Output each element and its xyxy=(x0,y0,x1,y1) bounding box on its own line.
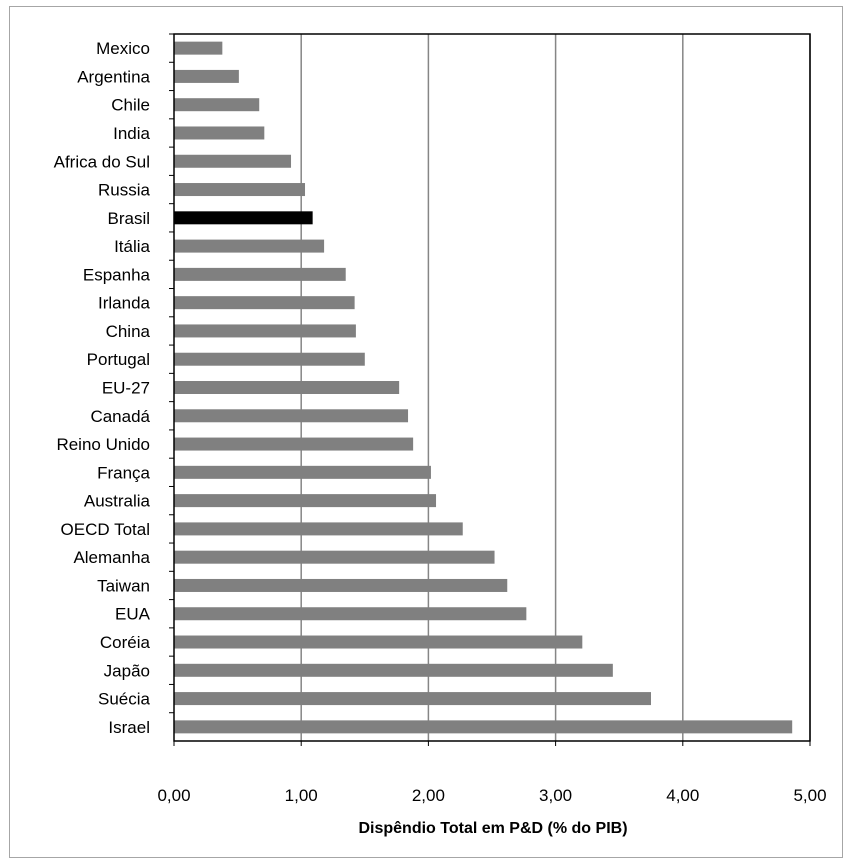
bar xyxy=(174,465,431,479)
x-tick-label: 4,00 xyxy=(666,786,699,805)
x-tick-label: 5,00 xyxy=(793,786,826,805)
bar xyxy=(174,607,527,621)
bar xyxy=(174,578,508,592)
category-label: Suécia xyxy=(98,690,151,709)
category-label: EUA xyxy=(115,605,151,624)
category-label: Portugal xyxy=(87,350,150,369)
bar xyxy=(174,409,409,423)
bar xyxy=(174,296,355,310)
bars xyxy=(174,41,793,734)
x-tick-label: 3,00 xyxy=(539,786,572,805)
bar xyxy=(174,494,437,508)
bar xyxy=(174,720,793,734)
category-label: Irlanda xyxy=(98,294,151,313)
bar xyxy=(174,663,613,677)
category-label: India xyxy=(113,124,150,143)
category-label: Coréia xyxy=(100,633,151,652)
category-label: Argentina xyxy=(77,67,150,86)
bar xyxy=(174,183,306,197)
category-label: Reino Unido xyxy=(56,435,150,454)
category-labels: Mexico Argentina Chile India Africa do Sul Ru… xyxy=(54,39,151,737)
bar xyxy=(174,41,223,55)
category-label: OECD Total xyxy=(61,520,150,539)
category-label: Russia xyxy=(98,181,151,200)
bar xyxy=(174,154,292,168)
category-label: Canadá xyxy=(90,407,150,426)
bar xyxy=(174,692,651,706)
category-label: Espanha xyxy=(83,265,151,284)
category-label: Alemanha xyxy=(73,548,150,567)
category-label: Itália xyxy=(114,237,150,256)
x-tick-label: 0,00 xyxy=(157,786,190,805)
category-label: Taiwan xyxy=(97,576,150,595)
category-label: Brasil xyxy=(107,209,150,228)
category-label: Japão xyxy=(104,661,150,680)
bar-highlight xyxy=(174,211,313,225)
bar xyxy=(174,550,495,564)
category-label: Chile xyxy=(111,96,150,115)
x-tick-label: 2,00 xyxy=(412,786,445,805)
plot-border xyxy=(173,33,811,742)
category-label: Africa do Sul xyxy=(54,152,150,171)
category-label: Mexico xyxy=(96,39,150,58)
x-tick-labels: 0,00 1,00 2,00 3,00 4,00 5,00 xyxy=(157,786,826,805)
bar xyxy=(174,267,346,281)
axes xyxy=(169,33,811,746)
bar xyxy=(174,381,400,394)
category-label: Israel xyxy=(108,718,150,737)
category-label: Australia xyxy=(84,492,151,511)
bar xyxy=(174,522,463,536)
bar xyxy=(174,635,583,649)
bar xyxy=(174,98,260,112)
bar xyxy=(174,126,265,140)
category-label: EU-27 xyxy=(102,379,150,398)
category-label: China xyxy=(106,322,151,341)
x-tick-label: 1,00 xyxy=(285,786,318,805)
bar xyxy=(174,437,414,451)
x-axis-title: Dispêndio Total em P&D (% do PIB) xyxy=(358,820,627,837)
category-label: França xyxy=(97,463,150,482)
bar xyxy=(174,69,239,83)
bar xyxy=(174,352,365,366)
bar xyxy=(174,239,325,253)
bar xyxy=(174,324,356,338)
chart-area-frame xyxy=(9,6,843,858)
